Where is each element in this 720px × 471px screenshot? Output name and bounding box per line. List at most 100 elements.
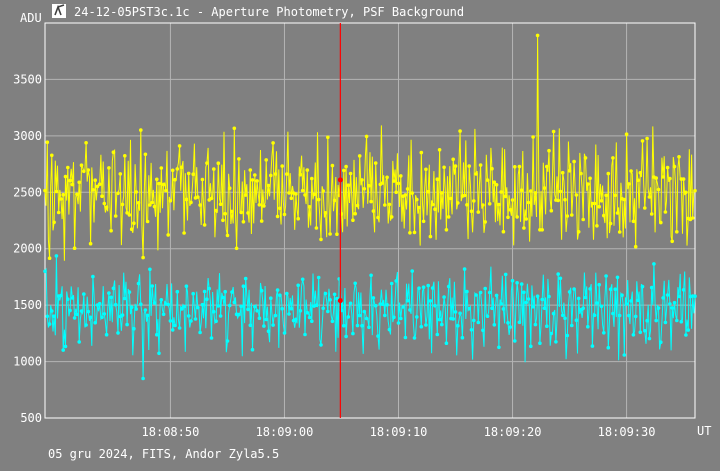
data-point bbox=[677, 294, 681, 299]
data-point bbox=[196, 195, 200, 199]
data-point bbox=[497, 345, 501, 350]
data-point bbox=[645, 318, 649, 323]
data-point bbox=[305, 168, 310, 172]
data-point bbox=[693, 294, 697, 299]
series-line bbox=[44, 255, 696, 379]
data-point bbox=[241, 284, 246, 289]
data-point bbox=[599, 304, 604, 309]
data-point bbox=[627, 182, 631, 186]
cursor-marker-cyan bbox=[337, 298, 343, 304]
data-point bbox=[278, 293, 282, 298]
data-point bbox=[681, 288, 686, 292]
data-point bbox=[437, 317, 442, 322]
data-point bbox=[120, 202, 125, 207]
data-point bbox=[624, 302, 629, 306]
data-point bbox=[542, 306, 547, 311]
data-point bbox=[269, 173, 273, 178]
data-point bbox=[68, 178, 72, 183]
data-point bbox=[97, 301, 102, 306]
footer-status: 05 gru 2024, FITS, Andor Zyla5.5 bbox=[48, 447, 279, 461]
x-tick-label: 18:09:10 bbox=[370, 425, 428, 439]
data-point bbox=[269, 296, 273, 301]
data-point bbox=[86, 309, 91, 314]
data-point bbox=[59, 293, 63, 298]
data-point bbox=[435, 177, 440, 181]
data-point bbox=[538, 341, 542, 346]
data-point bbox=[296, 216, 301, 221]
data-point bbox=[316, 197, 321, 202]
data-point bbox=[444, 228, 449, 232]
data-point bbox=[376, 215, 380, 220]
data-point bbox=[198, 203, 202, 207]
data-point bbox=[469, 328, 474, 332]
data-point bbox=[72, 316, 77, 320]
data-point bbox=[262, 204, 266, 208]
data-point bbox=[392, 179, 396, 183]
series-layer bbox=[43, 33, 697, 381]
data-point bbox=[253, 173, 257, 177]
data-point bbox=[180, 165, 184, 170]
data-point bbox=[494, 293, 499, 298]
data-point bbox=[342, 323, 346, 328]
data-point bbox=[59, 197, 63, 201]
data-point bbox=[622, 353, 627, 357]
data-point bbox=[570, 213, 574, 217]
data-point bbox=[104, 205, 109, 209]
data-point bbox=[617, 313, 622, 318]
data-point bbox=[565, 333, 570, 338]
data-point bbox=[631, 219, 636, 224]
data-point bbox=[120, 313, 125, 317]
data-point bbox=[465, 203, 469, 207]
data-point bbox=[47, 322, 52, 326]
data-point bbox=[95, 184, 100, 189]
data-point bbox=[458, 311, 462, 316]
data-point bbox=[52, 220, 56, 225]
data-point bbox=[631, 333, 636, 337]
data-point bbox=[665, 165, 670, 170]
data-point bbox=[415, 315, 419, 319]
data-point bbox=[442, 295, 446, 299]
data-point bbox=[567, 290, 572, 294]
data-point bbox=[373, 303, 378, 308]
data-point bbox=[672, 164, 677, 169]
data-point bbox=[503, 272, 508, 277]
data-point bbox=[262, 324, 266, 328]
data-point bbox=[513, 165, 517, 169]
x-tick-label: 18:08:50 bbox=[142, 425, 200, 439]
data-point bbox=[453, 310, 458, 314]
data-point bbox=[364, 134, 369, 139]
data-point bbox=[508, 325, 513, 329]
data-point bbox=[442, 165, 446, 170]
data-point bbox=[615, 211, 620, 215]
data-point bbox=[66, 165, 70, 170]
data-point bbox=[63, 174, 68, 179]
data-point bbox=[246, 211, 250, 215]
data-point bbox=[627, 313, 631, 318]
data-point bbox=[638, 330, 643, 335]
data-point bbox=[517, 320, 522, 325]
data-point bbox=[348, 171, 353, 176]
data-point bbox=[487, 202, 492, 206]
data-point bbox=[469, 209, 474, 213]
data-point bbox=[168, 319, 173, 323]
data-point bbox=[143, 152, 148, 157]
data-point bbox=[417, 286, 421, 291]
data-point bbox=[54, 254, 59, 258]
data-point bbox=[472, 199, 476, 203]
data-point bbox=[451, 317, 456, 321]
data-point bbox=[465, 289, 469, 294]
data-point bbox=[661, 296, 665, 300]
data-point bbox=[531, 305, 535, 309]
data-point bbox=[113, 302, 118, 307]
data-point bbox=[275, 214, 280, 219]
data-point bbox=[487, 290, 492, 295]
data-point bbox=[467, 306, 472, 311]
data-point bbox=[182, 304, 186, 309]
data-point bbox=[330, 163, 335, 168]
data-point bbox=[647, 195, 652, 199]
data-point bbox=[225, 339, 230, 343]
data-point bbox=[362, 187, 367, 191]
data-point bbox=[216, 161, 221, 165]
data-point bbox=[123, 154, 127, 158]
data-point bbox=[332, 198, 337, 203]
